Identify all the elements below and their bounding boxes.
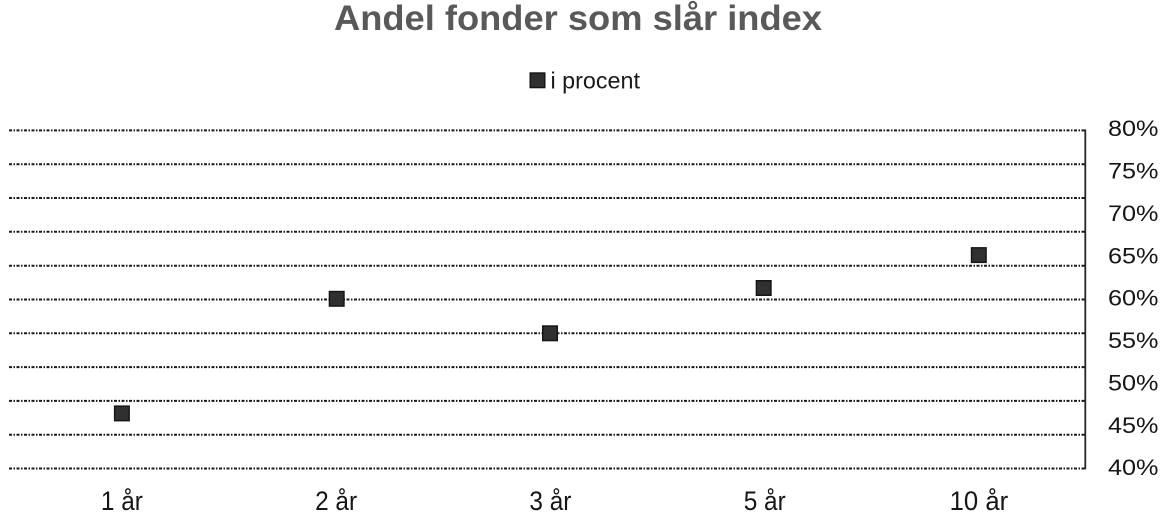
svg-text:10 år: 10 år bbox=[950, 486, 1009, 516]
svg-text:45%: 45% bbox=[1108, 413, 1159, 438]
svg-text:i procent: i procent bbox=[551, 68, 641, 94]
svg-text:50%: 50% bbox=[1108, 370, 1159, 395]
svg-text:65%: 65% bbox=[1108, 243, 1159, 268]
svg-text:Andel fonder som slår index: Andel fonder som slår index bbox=[334, 0, 823, 38]
svg-text:40%: 40% bbox=[1108, 455, 1159, 480]
svg-text:2 år: 2 år bbox=[315, 486, 357, 516]
svg-text:75%: 75% bbox=[1108, 159, 1159, 184]
svg-text:5 år: 5 år bbox=[744, 486, 786, 516]
svg-text:55%: 55% bbox=[1108, 328, 1159, 353]
svg-text:70%: 70% bbox=[1108, 201, 1159, 226]
svg-text:3 år: 3 år bbox=[529, 486, 571, 516]
svg-text:1 år: 1 år bbox=[101, 486, 143, 516]
svg-text:80%: 80% bbox=[1108, 116, 1159, 141]
svg-text:60%: 60% bbox=[1108, 286, 1159, 311]
